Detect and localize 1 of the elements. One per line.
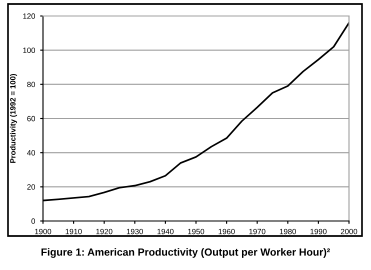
text: Figure 1: American Productivity (Output per Worker Hour)²: [42, 248, 330, 258]
